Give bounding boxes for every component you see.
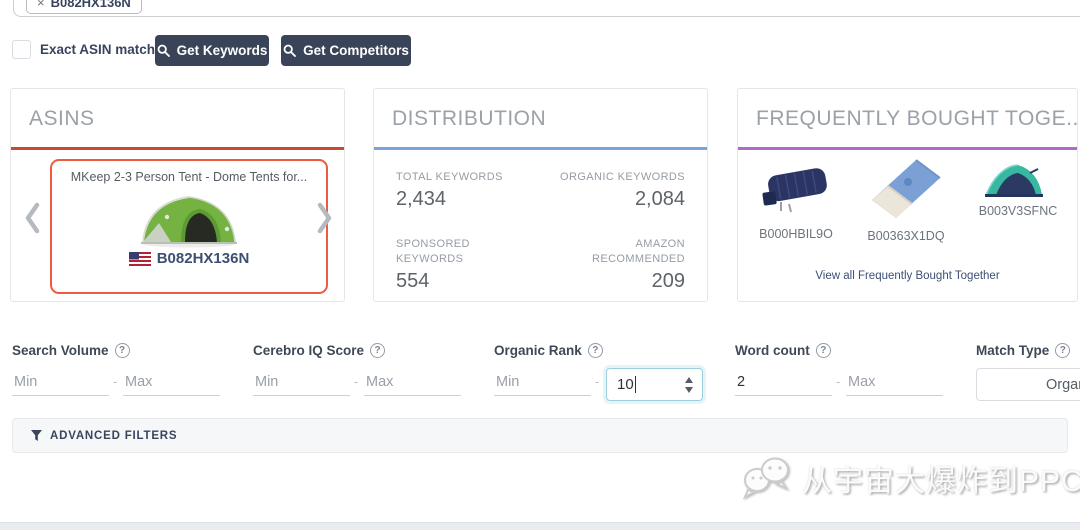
filter-label-organic-rank: Organic Rank ?	[494, 343, 603, 358]
stat-label: TOTAL KEYWORDS	[396, 171, 503, 183]
stat-label: ORGANIC KEYWORDS	[560, 171, 685, 183]
filter-label-text: Match Type	[976, 343, 1050, 358]
product-image-air-mattress	[762, 168, 827, 213]
search-icon	[283, 44, 297, 57]
asins-accent-bar	[11, 147, 344, 150]
word-count-min-input[interactable]	[735, 368, 832, 396]
organic-rank-max-input[interactable]: 10	[606, 368, 703, 401]
filter-label-text: Organic Rank	[494, 343, 582, 358]
chip-remove-icon[interactable]: ×	[37, 0, 45, 10]
stat-organic-keywords: ORGANIC KEYWORDS 2,084	[553, 170, 685, 220]
range-dash: -	[354, 374, 359, 389]
organic-rank-min-input[interactable]	[494, 368, 591, 396]
filter-label-search-volume: Search Volume ?	[12, 343, 130, 358]
carousel-prev-icon[interactable]	[23, 202, 41, 234]
carousel-next-icon[interactable]	[316, 202, 334, 234]
stat-sponsored-keywords: SPONSORED KEYWORDS 554	[396, 237, 529, 302]
view-all-fbt-link[interactable]: View all Frequently Bought Together	[815, 270, 1000, 282]
filter-label-text: Word count	[735, 343, 810, 358]
distribution-accent-bar	[374, 147, 707, 150]
filter-label-cerebro-iq: Cerebro IQ Score ?	[253, 343, 386, 358]
product-image-small-tent	[985, 164, 1043, 197]
text-caret	[634, 376, 636, 393]
product-asin-link[interactable]: B082HX136N	[156, 250, 250, 267]
fbt-accent-bar	[738, 147, 1077, 150]
exact-asin-label-text: Exact ASIN match	[40, 42, 156, 57]
fbt-asin-3[interactable]: B003V3SFNC	[978, 204, 1058, 218]
asin-input-box[interactable]: × B082HX136N	[13, 0, 1080, 17]
get-keywords-button[interactable]: Get Keywords	[155, 35, 269, 66]
bottom-scrollbar-track[interactable]	[0, 522, 1080, 530]
get-keywords-label: Get Keywords	[176, 43, 268, 58]
help-icon[interactable]: ?	[1055, 343, 1071, 358]
exact-asin-checkbox[interactable]	[12, 40, 31, 59]
filter-label-text: Search Volume	[12, 343, 109, 358]
range-dash: -	[836, 374, 841, 389]
product-image-tent	[141, 196, 237, 248]
help-icon[interactable]: ?	[370, 343, 386, 358]
search-volume-min-input[interactable]	[12, 368, 109, 396]
word-count-max-input[interactable]	[846, 368, 943, 396]
watermark: 从宇宙大爆炸到PPC	[742, 456, 1080, 500]
filter-label-text: Cerebro IQ Score	[253, 343, 365, 358]
selected-product-card[interactable]: MKeep 2-3 Person Tent - Dome Tents for..…	[50, 159, 328, 294]
distribution-card: DISTRIBUTION TOTAL KEYWORDS 2,434 ORGANI…	[373, 88, 708, 302]
filter-label-word-count: Word count ?	[735, 343, 831, 358]
stat-value: 2,434	[396, 187, 447, 210]
stat-value: 554	[396, 269, 430, 292]
fbt-asin-1[interactable]: B000HBIL9O	[759, 227, 833, 241]
advanced-filters-label: ADVANCED FILTERS	[50, 429, 178, 442]
fbt-card: FREQUENTLY BOUGHT TOGE... B000HBIL9O	[737, 88, 1078, 302]
stepper-up-icon[interactable]	[685, 376, 693, 383]
filter-label-match-type: Match Type ?	[976, 343, 1071, 358]
stat-label: SPONSORED KEYWORDS	[396, 238, 470, 265]
fbt-card-title: FREQUENTLY BOUGHT TOGE...	[756, 107, 1077, 130]
search-volume-max-input[interactable]	[123, 368, 220, 396]
organic-rank-max-value: 10	[617, 376, 634, 393]
get-competitors-button[interactable]: Get Competitors	[281, 35, 411, 66]
stat-value: 2,084	[634, 187, 685, 210]
range-dash: -	[113, 374, 118, 389]
asins-card: ASINS MKeep 2-3 Person Tent - Dome Tents…	[10, 88, 345, 302]
stepper-down-icon[interactable]	[685, 386, 693, 393]
match-type-select[interactable]: Organic	[976, 368, 1080, 401]
filter-funnel-icon	[31, 430, 42, 441]
number-stepper[interactable]	[685, 369, 693, 400]
fbt-asin-2[interactable]: B00363X1DQ	[867, 229, 945, 243]
get-competitors-label: Get Competitors	[303, 43, 409, 58]
cerebro-iq-max-input[interactable]	[364, 368, 461, 396]
asin-chip[interactable]: × B082HX136N	[26, 0, 142, 14]
advanced-filters-toggle[interactable]: ADVANCED FILTERS	[12, 418, 1068, 453]
stat-label: AMAZON RECOMMENDED	[591, 238, 685, 265]
stat-amazon-recommended: AMAZON RECOMMENDED 209	[553, 237, 685, 302]
wechat-icon	[742, 457, 789, 500]
watermark-text: 从宇宙大爆炸到PPC	[802, 465, 1080, 498]
cerebro-iq-min-input[interactable]	[253, 368, 350, 396]
product-title: MKeep 2-3 Person Tent - Dome Tents for..…	[70, 170, 308, 184]
product-image-sleeping-bag	[872, 159, 941, 218]
stat-total-keywords: TOTAL KEYWORDS 2,434	[396, 170, 529, 220]
help-icon[interactable]: ?	[114, 343, 130, 358]
help-icon[interactable]: ?	[815, 343, 831, 358]
help-icon[interactable]: ?	[587, 343, 603, 358]
asin-chip-label: B082HX136N	[50, 0, 131, 10]
match-type-value: Organic	[1046, 376, 1080, 393]
search-icon	[157, 44, 170, 57]
us-flag-icon	[128, 251, 151, 266]
distribution-card-title: DISTRIBUTION	[392, 107, 547, 130]
asins-card-title: ASINS	[29, 107, 95, 130]
stat-value: 209	[651, 269, 685, 292]
range-dash: -	[595, 374, 600, 389]
